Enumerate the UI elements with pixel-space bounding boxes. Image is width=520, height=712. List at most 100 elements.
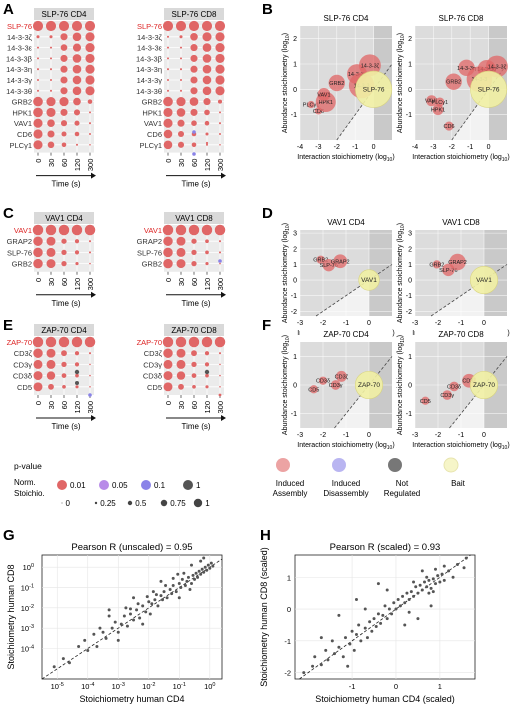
dot-row-label: 14-3-3ε: [7, 44, 33, 53]
dot-mark: [202, 54, 212, 63]
time-tick-label: 0: [164, 159, 173, 163]
legend-stoich-dot: [127, 500, 133, 506]
time-tick-label: 120: [73, 159, 82, 172]
dot-mark: [177, 141, 185, 148]
scatter-region-lower: [300, 230, 369, 316]
scatter-y-label: Abundance stoichiometry (log10): [397, 335, 406, 435]
dot-row-label: ZAP-70: [7, 338, 32, 347]
dot-row-label: 14-3-3ζ: [7, 33, 33, 42]
time-tick-label: 60: [190, 278, 199, 286]
correlation-diagonal: [41, 558, 223, 680]
scatter-point-label: ZAP-70: [473, 382, 495, 389]
time-tick-label: 120: [203, 401, 212, 414]
dot-row-label: 14-3-3ζ: [137, 33, 163, 42]
dot-mark: [33, 247, 43, 258]
scatter-y-tick-label: 2: [293, 36, 297, 43]
time-tick-label: 120: [73, 401, 82, 414]
panel-letter-e: E: [3, 317, 13, 334]
scatter-y-tick-label: 0: [408, 87, 412, 94]
correlation-point: [161, 598, 165, 602]
scatter-x-tick-label: -1: [458, 432, 464, 439]
time-tick-label: 300: [216, 401, 225, 414]
correlation-point: [383, 604, 387, 608]
correlation-point: [188, 588, 192, 592]
dot-mark: [73, 97, 81, 106]
scatter-title-strip: [300, 328, 392, 340]
dot-mark: [33, 129, 43, 139]
scatter-x-tick-label: -2: [435, 432, 441, 439]
dot-mark: [32, 224, 44, 236]
correlation-point: [372, 617, 376, 621]
dot-mark: [84, 336, 96, 348]
dot-mark: [179, 78, 183, 82]
dot-mark: [46, 97, 56, 107]
correlation-point: [135, 608, 139, 612]
legend-category-label: Bait: [451, 479, 466, 488]
dot-mark: [202, 43, 212, 52]
dot-row-label: CD3δ: [13, 372, 32, 381]
dot-row-label: ZAP-70: [137, 338, 162, 347]
dot-mark: [61, 142, 67, 148]
dot-mark: [46, 107, 56, 117]
dot-row-label: SLP-76: [137, 248, 162, 257]
dot-mark: [33, 107, 43, 118]
dot-mark: [33, 140, 43, 150]
dot-mark: [179, 68, 183, 71]
correlation-point: [324, 648, 328, 652]
dot-mark: [71, 224, 83, 236]
dot-mark: [75, 373, 79, 378]
scatter-title: ZAP-70 CD4: [323, 330, 369, 339]
dot-mark: [61, 361, 67, 368]
correlation-point: [144, 610, 148, 614]
scatter-y-label: Abundance stoichiometry (log10): [397, 223, 406, 323]
dot-mark: [74, 131, 80, 137]
correlation-point: [425, 585, 429, 589]
correlation-x-tick-label: 10-1: [173, 682, 186, 691]
dot-mark: [45, 224, 57, 236]
scatter-point: [316, 255, 325, 264]
correlation-point: [211, 564, 215, 568]
dot-mark: [205, 132, 209, 136]
correlation-point: [110, 626, 114, 630]
dot-mark: [218, 251, 222, 254]
scatter-x-tick-label: -3: [315, 144, 321, 151]
correlation-point: [374, 625, 378, 629]
dot-mark: [75, 143, 79, 146]
dot-row-label: 14-3-3η: [136, 65, 162, 74]
panel-letter-b: B: [262, 1, 273, 18]
dot-mark: [162, 20, 174, 32]
dot-row-label: VAV1: [144, 119, 162, 128]
scatter-point: [307, 100, 315, 109]
dot-mark: [74, 362, 80, 367]
correlation-point: [145, 595, 149, 599]
scatter-y-tick-label: 1: [293, 262, 297, 269]
scatter-point-label: CD3δ: [316, 379, 330, 385]
dot-mark: [46, 236, 56, 246]
stoichiometry-scatter-panels: SLP-76 CD4PLCγ1CD6HPK1VAV1GRB214-3-3ε14-…: [282, 12, 510, 451]
scatter-y-tick-label: -1: [406, 293, 412, 300]
dot-mark: [191, 361, 197, 368]
scatter-y-tick-label: 3: [293, 231, 297, 238]
correlation-point: [171, 583, 175, 587]
legend-stoich-title: Norm.: [14, 478, 36, 487]
dot-row-label: PLCγ1: [9, 141, 32, 150]
correlation-diagonal: [299, 554, 471, 680]
dot-mark: [61, 260, 67, 267]
time-tick-label: 0: [164, 278, 173, 282]
dot-mark: [176, 236, 186, 246]
dot-mark: [33, 236, 43, 246]
time-tick-label: 30: [47, 159, 56, 167]
scatter-y-tick-label: 0: [293, 278, 297, 285]
time-axis-label: Time (s): [181, 299, 210, 308]
dot-mark-accent: [75, 381, 79, 385]
scatter-point: [449, 253, 466, 271]
legend-pvalue-label: 0.01: [70, 481, 86, 490]
correlation-point: [392, 601, 396, 605]
dot-row-label: 14-3-3ε: [137, 44, 163, 53]
correlation-point: [154, 593, 158, 597]
legend-category-label: Induced: [276, 479, 304, 488]
dot-mark: [204, 362, 210, 367]
scatter-y-label: Abundance stoichiometry (log10): [282, 335, 291, 435]
correlation-point: [431, 590, 435, 594]
